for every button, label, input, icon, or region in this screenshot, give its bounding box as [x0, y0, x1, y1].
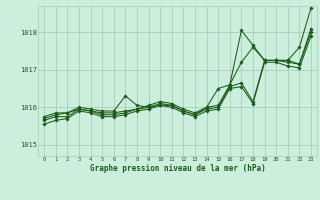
X-axis label: Graphe pression niveau de la mer (hPa): Graphe pression niveau de la mer (hPa)	[90, 164, 266, 173]
